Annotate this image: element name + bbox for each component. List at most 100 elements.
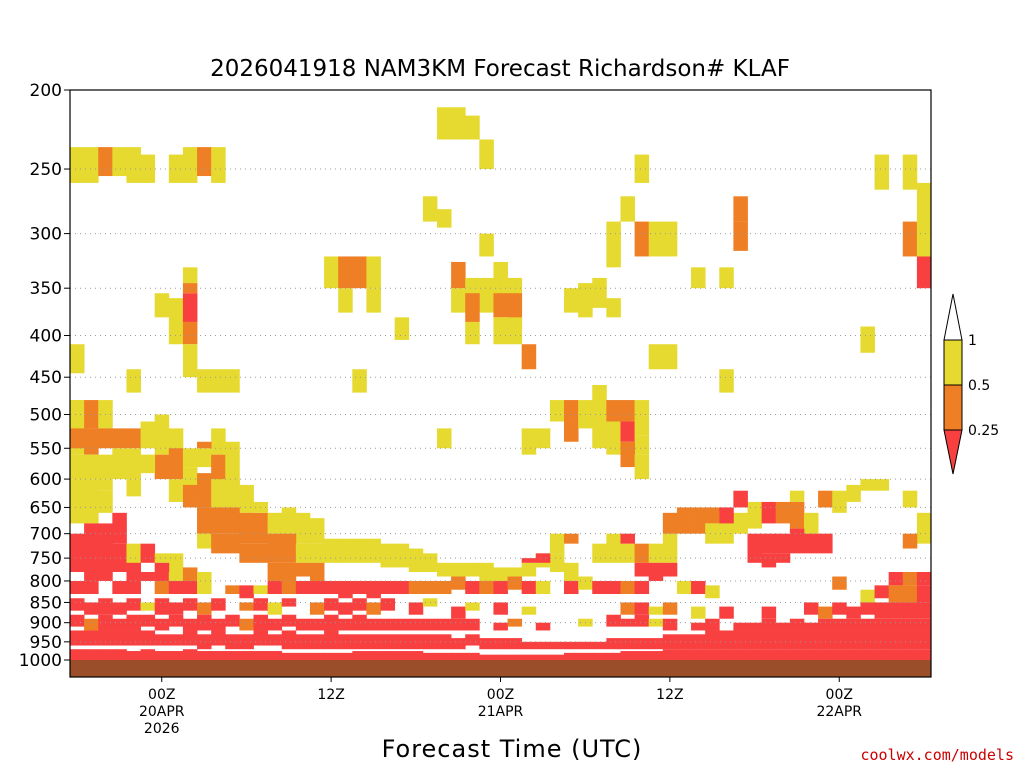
heatmap-cell <box>140 543 156 563</box>
heatmap-cell <box>168 614 184 627</box>
heatmap-cell <box>592 580 607 595</box>
heatmap-cell <box>564 533 579 544</box>
heatmap-cell <box>239 634 254 650</box>
y-tick-label: 600 <box>30 470 62 490</box>
heatmap-cell <box>818 649 833 660</box>
heatmap-cell <box>662 649 678 660</box>
heatmap-cell <box>112 512 127 544</box>
heatmap-cell <box>761 649 777 660</box>
heatmap-cell <box>267 618 283 631</box>
heatmap-cell <box>309 602 325 615</box>
heatmap-cell <box>606 638 621 650</box>
heatmap-cell <box>168 428 184 455</box>
heatmap-cell <box>860 630 875 650</box>
heatmap-cell <box>634 543 650 563</box>
heatmap-cell <box>451 638 466 650</box>
heatmap-cell <box>747 533 763 563</box>
heatmap-cell <box>309 652 325 660</box>
heatmap-cell <box>168 553 184 572</box>
heatmap-cell <box>168 298 184 345</box>
y-tick-label: 300 <box>30 225 62 245</box>
heatmap-cell <box>691 267 706 289</box>
heatmap-cell <box>465 634 480 646</box>
x-tick-label: 12Z <box>317 687 344 703</box>
heatmap-cell <box>366 580 381 599</box>
heatmap-cell <box>648 543 664 563</box>
heatmap-cell <box>225 651 240 660</box>
heatmap-cell <box>634 454 650 480</box>
heatmap-cell <box>436 428 452 449</box>
heatmap-cell <box>324 598 339 611</box>
heatmap-cell <box>267 602 283 615</box>
heatmap-cell <box>324 256 339 289</box>
heatmap-cell <box>211 428 226 455</box>
heatmap-cell <box>70 630 85 646</box>
heatmap-cell <box>733 512 748 534</box>
heatmap-cell <box>493 638 508 650</box>
heatmap-cell <box>832 602 847 615</box>
heatmap-cell <box>182 484 198 508</box>
heatmap-cell <box>691 507 706 534</box>
heatmap-cell <box>719 267 734 289</box>
heatmap-cell <box>521 558 537 563</box>
heatmap-cell <box>126 630 141 646</box>
heatmap-cell <box>324 580 339 595</box>
heatmap-cell <box>394 543 410 568</box>
heatmap-cell <box>352 614 367 631</box>
heatmap-cell <box>394 618 410 631</box>
heatmap-cell <box>182 147 198 183</box>
heatmap-cell <box>197 507 212 534</box>
heatmap-cell <box>676 580 692 595</box>
heatmap-cell <box>676 649 692 660</box>
heatmap-cell <box>479 638 494 650</box>
heatmap-cell <box>436 652 452 660</box>
heatmap-cell <box>98 428 113 449</box>
heatmap-cell <box>719 507 734 524</box>
heatmap-cell <box>818 490 833 508</box>
heatmap-cell <box>451 576 466 590</box>
heatmap-cell <box>676 507 692 534</box>
heatmap-cell <box>676 634 692 650</box>
heatmap-cell <box>451 261 466 289</box>
heatmap-cell <box>761 533 777 554</box>
heatmap-cell <box>874 618 890 631</box>
heatmap-cell <box>803 533 819 554</box>
heatmap-cell <box>775 649 791 660</box>
heatmap-cell <box>733 196 748 222</box>
heatmap-cell <box>479 233 494 257</box>
heatmap-cell <box>197 533 212 549</box>
heatmap-cell <box>648 344 664 370</box>
heatmap-cell <box>606 652 621 660</box>
legend: 1 0.5 0.25 <box>943 293 999 475</box>
heatmap-cell <box>197 614 212 631</box>
heatmap-cell <box>662 344 678 370</box>
grid-lines <box>70 168 931 643</box>
heatmap-cell <box>140 630 156 646</box>
heatmap-cell <box>366 602 381 615</box>
heatmap-cell <box>112 630 127 646</box>
heatmap-cell <box>84 602 99 615</box>
heatmap-cell <box>70 428 85 449</box>
heatmap-cell <box>493 317 508 345</box>
heatmap-cell <box>168 634 184 646</box>
legend-label: 0.25 <box>968 423 999 439</box>
heatmap-cell <box>902 649 918 660</box>
heatmap-cell <box>549 400 565 422</box>
heatmap-cell <box>98 490 113 513</box>
y-tick-label: 650 <box>30 498 62 518</box>
heatmap-cell <box>775 533 791 554</box>
heatmap-cell <box>140 614 156 627</box>
heatmap-cell <box>126 580 141 595</box>
heatmap-cell <box>380 634 396 650</box>
heatmap-cell <box>338 580 353 599</box>
heatmap-cell <box>902 221 918 257</box>
heatmap-cell <box>182 598 198 611</box>
heatmap-cell <box>648 638 664 650</box>
heatmap-cell <box>761 618 777 631</box>
heatmap-cell <box>634 580 650 595</box>
heatmap-cell <box>916 256 932 289</box>
heatmap-cell <box>549 553 565 572</box>
heatmap-cell <box>338 602 353 615</box>
heatmap-cell <box>422 580 438 595</box>
heatmap-cell <box>592 641 607 650</box>
